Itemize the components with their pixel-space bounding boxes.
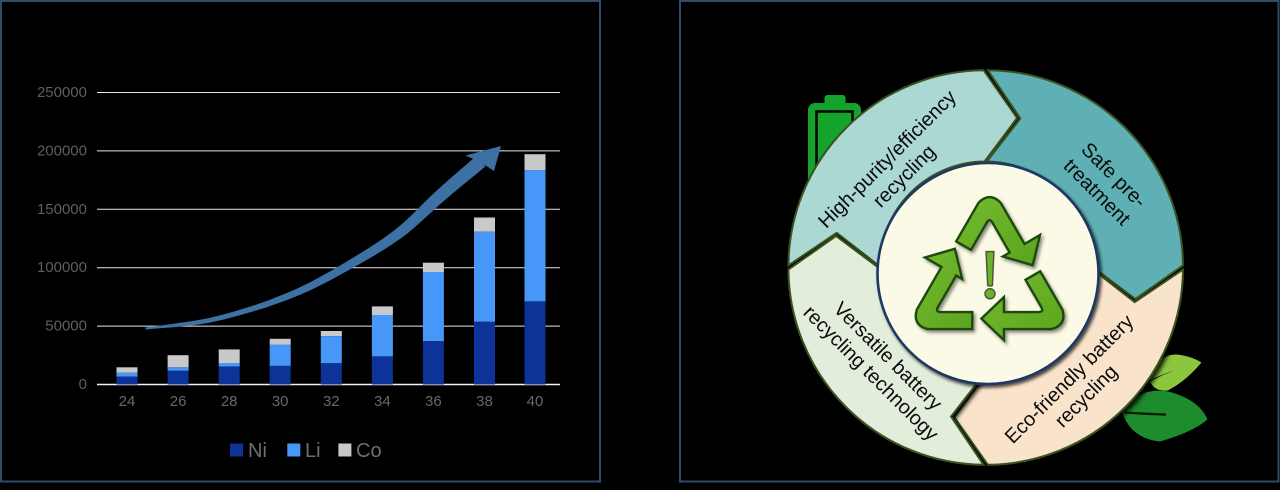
- svg-text:250000: 250000: [37, 84, 87, 101]
- svg-text:36: 36: [425, 393, 442, 410]
- svg-text:Li: Li: [305, 440, 321, 462]
- svg-text:38: 38: [476, 393, 493, 410]
- svg-text:0: 0: [79, 376, 87, 393]
- svg-text:32: 32: [323, 393, 340, 410]
- svg-text:50000: 50000: [45, 318, 87, 335]
- svg-text:26: 26: [170, 393, 187, 410]
- svg-text:200000: 200000: [37, 142, 87, 159]
- svg-text:30: 30: [272, 393, 289, 410]
- svg-text:40: 40: [527, 393, 544, 410]
- svg-text:100000: 100000: [37, 259, 87, 276]
- svg-text:24: 24: [119, 393, 136, 410]
- svg-text:Ni: Ni: [248, 440, 267, 462]
- svg-text:28: 28: [221, 393, 238, 410]
- svg-text:Co: Co: [356, 440, 382, 462]
- svg-text:34: 34: [374, 393, 391, 410]
- svg-text:150000: 150000: [37, 201, 87, 218]
